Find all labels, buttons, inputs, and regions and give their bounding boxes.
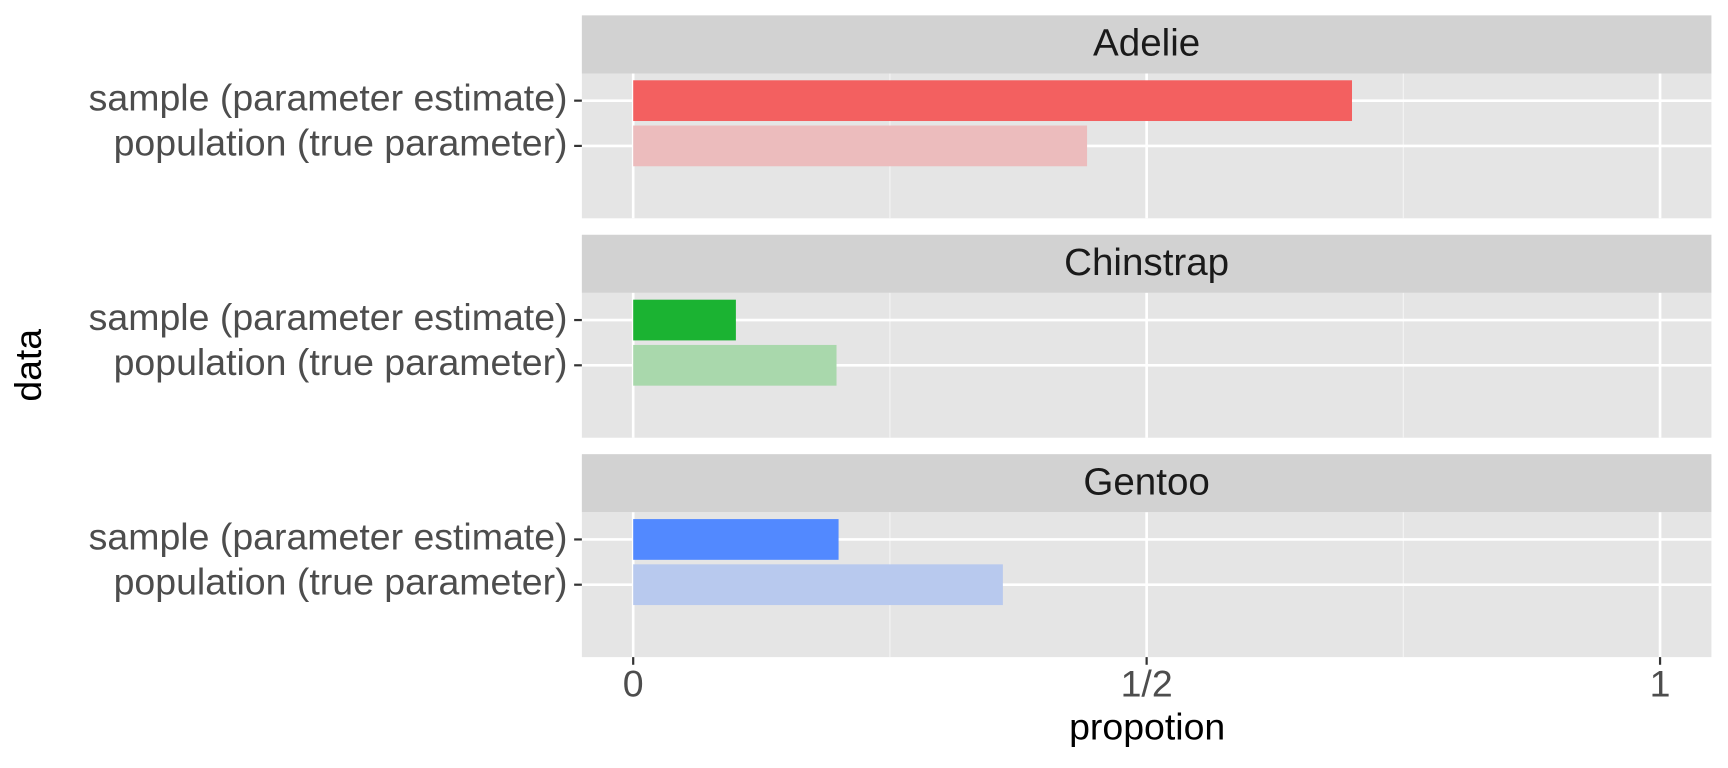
y-tick-label: sample (parameter estimate)	[89, 515, 568, 557]
y-tick-label: population (true parameter)	[114, 122, 568, 164]
y-tick-label: population (true parameter)	[114, 561, 568, 603]
bar	[633, 299, 736, 341]
bar	[633, 344, 837, 386]
strip	[581, 15, 1712, 74]
x-axis-label: propotion	[1069, 705, 1225, 747]
strip-label: Adelie	[1093, 22, 1200, 65]
strip	[581, 454, 1712, 513]
plot-area: propotion data Adelie sample (parameter e…	[7, 15, 1712, 747]
y-tick-label: sample (parameter estimate)	[89, 296, 568, 338]
strip-label: Gentoo	[1083, 461, 1209, 504]
strip-label: Chinstrap	[1064, 241, 1229, 284]
bar	[633, 80, 1353, 122]
y-tick-label: sample (parameter estimate)	[89, 77, 568, 119]
bar	[633, 564, 1003, 606]
x-tick-label: 1	[1650, 663, 1671, 705]
y-axis-label: data	[7, 329, 49, 402]
x-tick-label: 1/2	[1121, 663, 1173, 705]
strip	[581, 234, 1712, 293]
bar	[633, 519, 839, 560]
bar	[633, 125, 1088, 167]
x-tick-label: 0	[623, 663, 644, 705]
y-tick-label: population (true parameter)	[114, 341, 568, 383]
